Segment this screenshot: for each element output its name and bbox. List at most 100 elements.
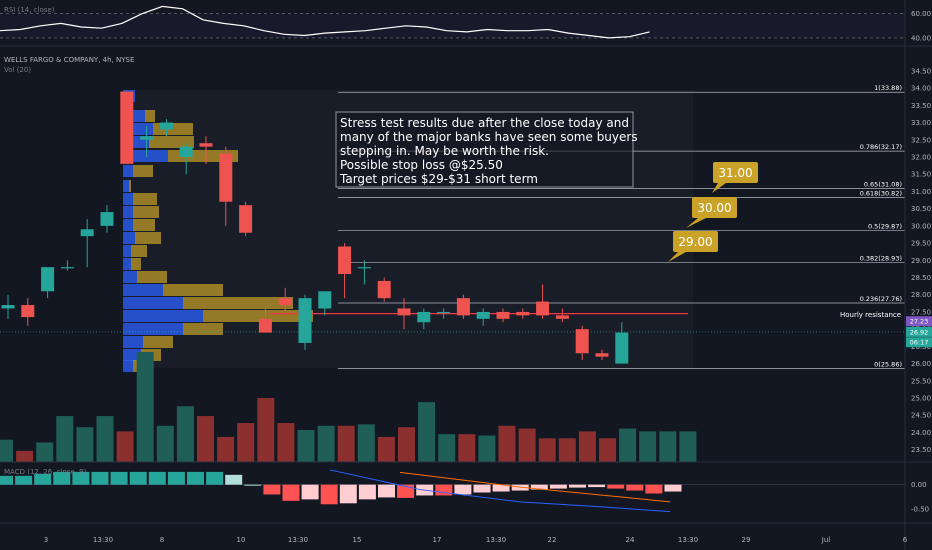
fib-label: 0.5(29.87) [868,222,902,230]
candle-body [100,212,114,226]
macd-histogram-bar [473,484,491,493]
price-tick-label: 24.50 [911,412,931,420]
macd-histogram-bar [148,471,166,485]
macd-histogram-bar [626,484,644,491]
annotation-line: stepping in. May be worth the risk. [340,144,549,158]
fib-label: 0(25.86) [874,360,902,368]
volume-profile-down-bar [129,180,131,192]
symbol-label[interactable]: WELLS FARGO & COMPANY, 4h, NYSE [4,56,134,64]
fib-label: 0.786(32.17) [860,143,902,151]
time-tick-label: 8 [160,536,164,544]
price-tick-label: 31.50 [911,171,931,179]
macd-label[interactable]: MACD (12, 26, close, 9) [4,468,87,476]
candle-body [199,143,213,147]
volume-bar [679,431,697,462]
time-tick-label: 13:30 [288,536,308,544]
candle-body [179,146,193,157]
volume-profile-down-bar [131,258,141,270]
target-callout-31[interactable]: 31.00 [712,162,758,193]
target-callout-30[interactable]: 30.00 [686,197,737,228]
volume-bar [659,431,677,462]
target-label: 29.00 [678,235,712,249]
volume-profile-up-bar [123,180,129,192]
candle-body [1,305,15,309]
annotation-box[interactable]: Stress test results due after the close … [335,111,638,188]
price-badge [906,326,932,337]
annotation-line: Stress test results due after the close … [340,116,629,130]
candle-body [239,205,253,233]
annotation-line: Possible stop loss @$25.50 [340,158,503,172]
time-tick-label: 15 [353,536,362,544]
volume-profile-down-bar [149,136,194,148]
candle-body [496,311,510,319]
price-tick-label: 28.00 [911,291,931,299]
macd-histogram-bar [320,484,338,505]
time-tick-label: 29 [742,536,751,544]
macd-histogram-bar [664,484,682,492]
annotation-line: many of the major banks have seen some b… [340,130,638,144]
volume-profile-up-bar [123,258,131,270]
price-badge-label: 27.23 [910,318,929,326]
volume-profile-up-bar [123,310,203,322]
volume-profile-up-bar [123,219,133,231]
volume-label[interactable]: Vol (20) [4,66,31,74]
candle-body [595,353,609,357]
volume-profile-down-bar [131,245,147,257]
candle-body [338,246,352,275]
macd-histogram-bar [301,484,319,500]
macd-histogram-bar [263,484,281,495]
volume-profile-down-bar [137,271,167,283]
volume-bar [357,424,375,462]
fib-label: 0.382(28.93) [860,255,902,263]
candle-body [536,301,550,316]
volume-bar [538,438,556,462]
macd-histogram-bar [91,471,109,485]
target-callout-29[interactable]: 29.00 [668,231,718,262]
volume-profile-up-bar [123,360,133,372]
volume-profile-up-bar [123,245,131,257]
candle-body [516,311,530,316]
candle-body [555,315,569,319]
rsi-line [0,5,650,39]
volume-profile-up-bar [123,349,141,361]
price-tick-label: 28.50 [911,274,931,282]
volume-profile-down-bar [163,284,223,296]
volume-bar [176,406,194,462]
price-tick-label: 32.50 [911,136,931,144]
time-axis[interactable]: 3 13:30 8 10 13:30 15 17 13:30 22 24 13:30 29 Jul 6 [44,536,908,544]
volume-bar [257,397,275,462]
price-tick-label: 32.00 [911,153,931,161]
price-tick-label: 29.00 [911,257,931,265]
macd-histogram-bar [34,473,52,485]
price-tick-label: 23.50 [911,446,931,454]
price-tick-label: 34.00 [911,85,931,93]
time-tick-label: 10 [237,536,246,544]
macd-histogram-bar [588,484,606,488]
volume-bar [277,423,295,462]
time-tick-label: 17 [433,536,442,544]
candle-body [575,329,589,354]
macd-tick-label: -0.50 [911,506,929,514]
candle-body [80,229,94,237]
fib-label: 0.618(30.82) [860,190,902,198]
candle-body [21,305,35,318]
volume-profile-up-bar [123,165,133,177]
volume-profile-down-bar [143,336,173,348]
volume-bar [498,425,516,462]
candle-body [476,311,490,319]
price-tick-label: 29.50 [911,240,931,248]
fib-label: 1(33.88) [874,84,902,92]
rsi-band [0,13,905,38]
rsi-tick-label: 40.00 [911,34,931,42]
rsi-label[interactable]: RSI (14, close) [4,6,55,14]
volume-profile-up-bar [123,271,137,283]
candle-body [159,122,173,130]
volume-profile-down-bar [183,323,223,335]
volume-bar [96,416,114,462]
price-badge [906,316,932,327]
macd-histogram-bar [187,471,204,485]
volume-profile-up-bar [123,193,133,205]
volume-profile-down-bar [203,310,313,322]
volume-bar [297,429,315,462]
